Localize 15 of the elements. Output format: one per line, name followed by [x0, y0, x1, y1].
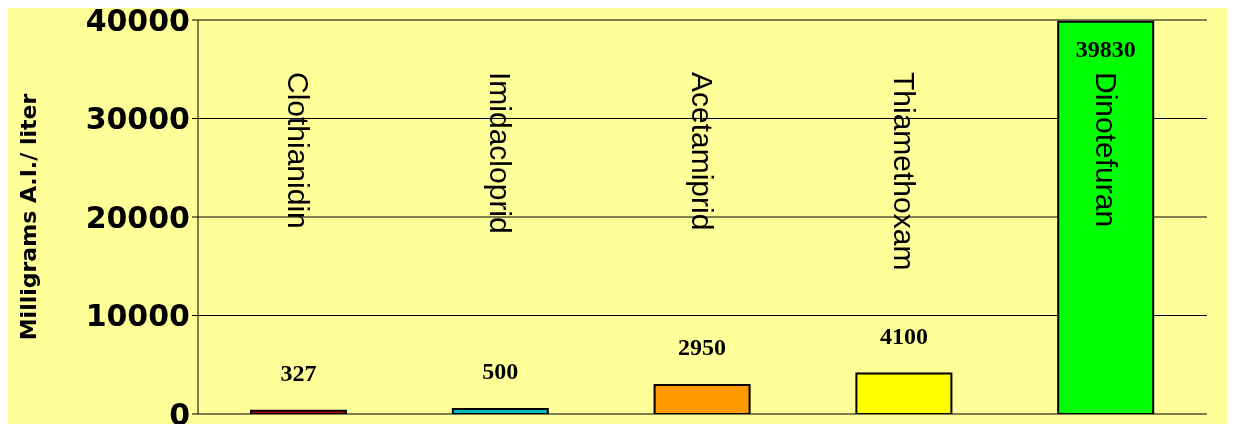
data-label: 4100	[879, 322, 928, 349]
y-tick-label: 20000	[85, 199, 190, 235]
y-tick-label: 10000	[85, 298, 190, 334]
x-tick-label: Imidacloprid	[484, 72, 518, 234]
x-tick-label: Dinotefuran	[1089, 72, 1123, 228]
y-axis-title: Milligrams A.I./ liter	[15, 93, 41, 341]
data-label: 39830	[1075, 35, 1136, 62]
data-label: 2950	[678, 333, 727, 360]
y-tick-label: 30000	[85, 101, 190, 137]
x-tick-label: Clothianidin	[282, 72, 316, 229]
x-tick-label: Thiamethoxam	[887, 72, 921, 271]
x-tick-label: Acetamiprid	[686, 72, 719, 231]
data-label: 327	[280, 359, 317, 386]
data-label: 500	[482, 358, 519, 385]
y-tick-label: 40000	[85, 2, 190, 38]
